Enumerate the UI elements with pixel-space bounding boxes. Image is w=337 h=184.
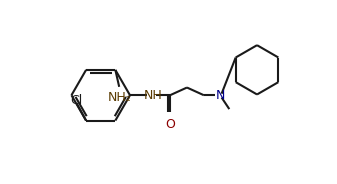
Text: NH: NH [144,89,162,102]
Text: Cl: Cl [71,94,83,107]
Text: NH₂: NH₂ [107,91,131,105]
Text: O: O [165,118,175,131]
Text: N: N [215,89,225,102]
